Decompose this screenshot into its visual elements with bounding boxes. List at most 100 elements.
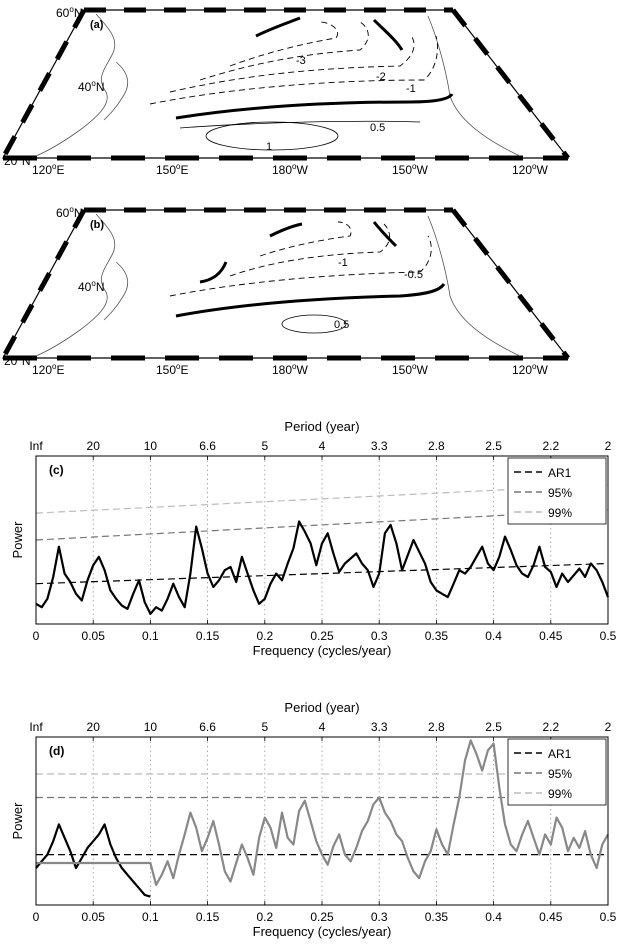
map-b-neg-contour-1: [169, 235, 432, 297]
legend-box-c: [507, 457, 607, 525]
x-tick-label-c-6: 0.3: [371, 629, 388, 643]
map-b-lon-120e: 120oE: [32, 362, 65, 377]
map-a-panel-label: (a): [90, 19, 104, 31]
top-tick-label-d-6: 3.3: [371, 720, 388, 734]
top-axis-title-d: Period (year): [284, 700, 359, 715]
map-a-right-dash-border: [451, 8, 570, 160]
top-tick-label-d-3: 6.6: [199, 720, 216, 734]
map-a-japan-coastline: [103, 61, 129, 121]
x-tick-label-c-2: 0.1: [142, 629, 159, 643]
map-b-neg-contour-2: [229, 223, 390, 277]
legend-label-c-1: 95%: [548, 486, 572, 500]
plot-frame-c: [35, 455, 609, 625]
top-tick-label-d-7: 2.8: [428, 720, 445, 734]
map-a-lon-120w: 120oW: [512, 162, 548, 177]
x-tick-label-d-10: 0.5: [600, 910, 617, 924]
top-tick-label-c-3: 6.6: [199, 439, 216, 453]
top-tick-label-d-9: 2.2: [542, 720, 559, 734]
x-tick-label-d-3: 0.15: [196, 910, 220, 924]
x-tick-label-d-0: 0: [33, 910, 40, 924]
x-tick-label-c-5: 0.25: [310, 629, 334, 643]
legend-label-c-2: 99%: [548, 506, 572, 520]
map-a-asia-coastline: [35, 13, 116, 157]
map-b-japan-coastline: [103, 261, 129, 321]
map-a-contour-label-1: -3: [296, 55, 306, 67]
top-tick-label-c-9: 2.2: [542, 439, 559, 453]
legend-label-d-2: 99%: [548, 787, 572, 801]
x-axis-title-d: Frequency (cycles/year): [253, 924, 392, 939]
map-panel-b: (b) -1 -0.5 0.5 60oN 40oN 20oN 120oE 150…: [0, 205, 570, 377]
map-panel-a: (a) -3 -2 -1 0.5 1 60oN 40oN 20oN 120oE …: [0, 5, 570, 177]
top-tick-label-d-0: Inf: [29, 720, 43, 734]
x-tick-label-d-1: 0.05: [82, 910, 106, 924]
top-tick-label-d-10: 2: [605, 720, 612, 734]
top-tick-label-d-4: 5: [261, 720, 268, 734]
map-b-left-dash-border: [0, 208, 87, 360]
map-a-lat-20: 20oN: [4, 153, 30, 168]
x-tick-label-d-5: 0.25: [310, 910, 334, 924]
map-b-lon-150e: 150oE: [156, 362, 189, 377]
map-a-contour-label-4: 0.5: [370, 122, 385, 134]
x-tick-label-c-1: 0.05: [82, 629, 106, 643]
map-b-pos-contour: [281, 314, 347, 334]
x-tick-label-d-9: 0.45: [539, 910, 563, 924]
x-tick-label-c-9: 0.45: [539, 629, 563, 643]
spectrum-line-d-3: [35, 823, 151, 898]
map-a-zero-contour: [175, 93, 454, 120]
map-b-contour-label-2: -0.5: [404, 269, 423, 281]
map-b-lon-180w: 180oW: [272, 362, 308, 377]
panel-label-c: (c): [49, 463, 64, 477]
map-a-pos-contour-2: [205, 121, 339, 151]
legend-box-d: [507, 738, 607, 806]
series-line-c-ar1: [35, 562, 609, 585]
x-tick-label-d-2: 0.1: [142, 910, 159, 924]
map-a-lon-180w: 180oW: [272, 162, 308, 177]
legend-label-d-0: AR1: [548, 747, 572, 761]
map-a-lon-150e: 150oE: [156, 162, 189, 177]
top-tick-label-d-8: 2.5: [485, 720, 502, 734]
map-a-pos-contour-1: [179, 120, 421, 129]
map-b-neg-contour-3: [259, 221, 352, 257]
y-axis-title-d: Power: [10, 802, 25, 840]
x-tick-label-c-7: 0.35: [425, 629, 449, 643]
x-tick-label-c-8: 0.4: [485, 629, 502, 643]
plot-frame-d: [35, 736, 609, 906]
map-b-lon-150w: 150oW: [392, 362, 428, 377]
x-tick-label-c-4: 0.2: [256, 629, 273, 643]
map-a-contour-label-5: 1: [266, 141, 272, 153]
map-b-lat-40: 40oN: [78, 279, 104, 294]
map-a-lat-60: 60oN: [56, 5, 82, 20]
top-tick-label-c-8: 2.5: [485, 439, 502, 453]
map-a-lon-150w: 150oW: [392, 162, 428, 177]
top-tick-label-d-1: 20: [87, 720, 101, 734]
top-tick-label-c-2: 10: [144, 439, 158, 453]
map-b-panel-label: (b): [90, 219, 104, 231]
map-a-lat-40: 40oN: [78, 79, 104, 94]
map-a-contour-label-2: -2: [376, 71, 386, 83]
legend-label-c-0: AR1: [548, 466, 572, 480]
map-a-zero-contour-north: [255, 16, 301, 38]
map-a-neg-contour-1: [149, 35, 438, 105]
top-tick-label-c-5: 4: [319, 439, 326, 453]
map-b-zero-contour-ne: [372, 221, 398, 248]
x-axis-title-c: Frequency (cycles/year): [253, 643, 392, 658]
spectrum-line-c-3: [35, 520, 610, 616]
map-b-america-coastline: [427, 215, 521, 357]
legend-label-d-1: 95%: [548, 767, 572, 781]
top-tick-label-c-1: 20: [87, 439, 101, 453]
x-tick-label-d-4: 0.2: [256, 910, 273, 924]
top-tick-label-c-4: 5: [261, 439, 268, 453]
map-a-neg-contour-4: [229, 21, 338, 67]
x-tick-label-d-7: 0.35: [425, 910, 449, 924]
top-tick-label-c-10: 2: [605, 439, 612, 453]
map-b-zero-contour-north: [269, 222, 303, 238]
spectrum-line-d-4: [36, 739, 609, 886]
x-tick-label-c-10: 0.5: [600, 629, 617, 643]
map-b-right-dash-border: [451, 208, 570, 360]
map-b-lat-labels: 60oN 40oN 20oN: [4, 205, 104, 368]
map-b-lon-120w: 120oW: [512, 362, 548, 377]
map-b-asia-coastline: [35, 213, 116, 357]
map-b-lon-labels: 120oE 150oE 180oW 150oW 120oW: [32, 362, 548, 377]
spectrum-panel-c: 0Inf0.05200.1100.156.60.250.2540.33.30.3…: [10, 419, 617, 658]
spectrum-panel-d: 0Inf0.05200.1100.156.60.250.2540.33.30.3…: [10, 700, 617, 939]
